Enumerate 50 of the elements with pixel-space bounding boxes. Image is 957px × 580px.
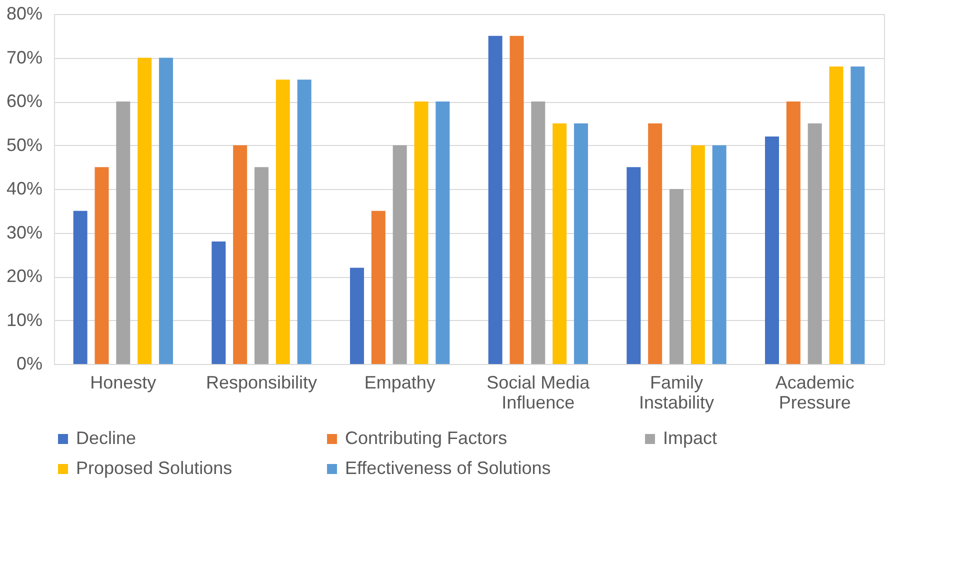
bar [850,66,865,364]
bar [254,167,268,364]
bar [73,210,88,364]
legend-label: Contributing Factors [345,428,508,448]
y-tick-label: 30% [6,222,42,242]
bar [670,189,684,364]
bar [436,102,450,364]
bar [531,102,546,364]
bar [297,80,312,364]
bar [510,36,524,364]
bar [276,80,290,364]
y-tick-label: 40% [6,178,42,198]
bar [764,136,779,364]
bar [116,102,130,364]
bar [786,102,800,364]
bar [626,167,641,364]
x-tick-label: Responsibility [206,372,318,392]
bar [690,145,705,364]
y-tick-label: 0% [16,354,42,374]
x-tick-label: Social Media Influence [486,372,591,412]
x-tick-label: Honesty [90,372,156,392]
bar [829,66,844,364]
bar [712,145,726,364]
y-tick-label: 20% [6,266,42,286]
y-tick-label: 60% [6,91,42,111]
x-tick-label: Academic Pressure [775,372,854,412]
bar [212,242,226,364]
y-tick-label: 80% [6,4,42,24]
legend-label: Effectiveness of Solutions [345,458,551,478]
y-tick-label: 10% [6,310,42,330]
bar [808,123,822,364]
x-tick-label: Family Instability [638,372,714,412]
bar [574,123,588,364]
bar [350,268,364,364]
legend-label: Impact [663,428,718,448]
bar [233,145,248,364]
bar [159,58,174,364]
bar [488,36,502,364]
bar [552,123,567,364]
bar [94,167,109,364]
y-tick-label: 70% [6,47,42,68]
legend-label: Proposed Solutions [76,458,232,478]
x-tick-label: Empathy [364,372,436,392]
y-tick-label: 50% [6,134,42,155]
legend-label: Decline [76,428,136,448]
bar [648,123,662,364]
bar [138,58,152,364]
bar [371,210,386,364]
bar [414,102,428,364]
bar [392,145,407,364]
